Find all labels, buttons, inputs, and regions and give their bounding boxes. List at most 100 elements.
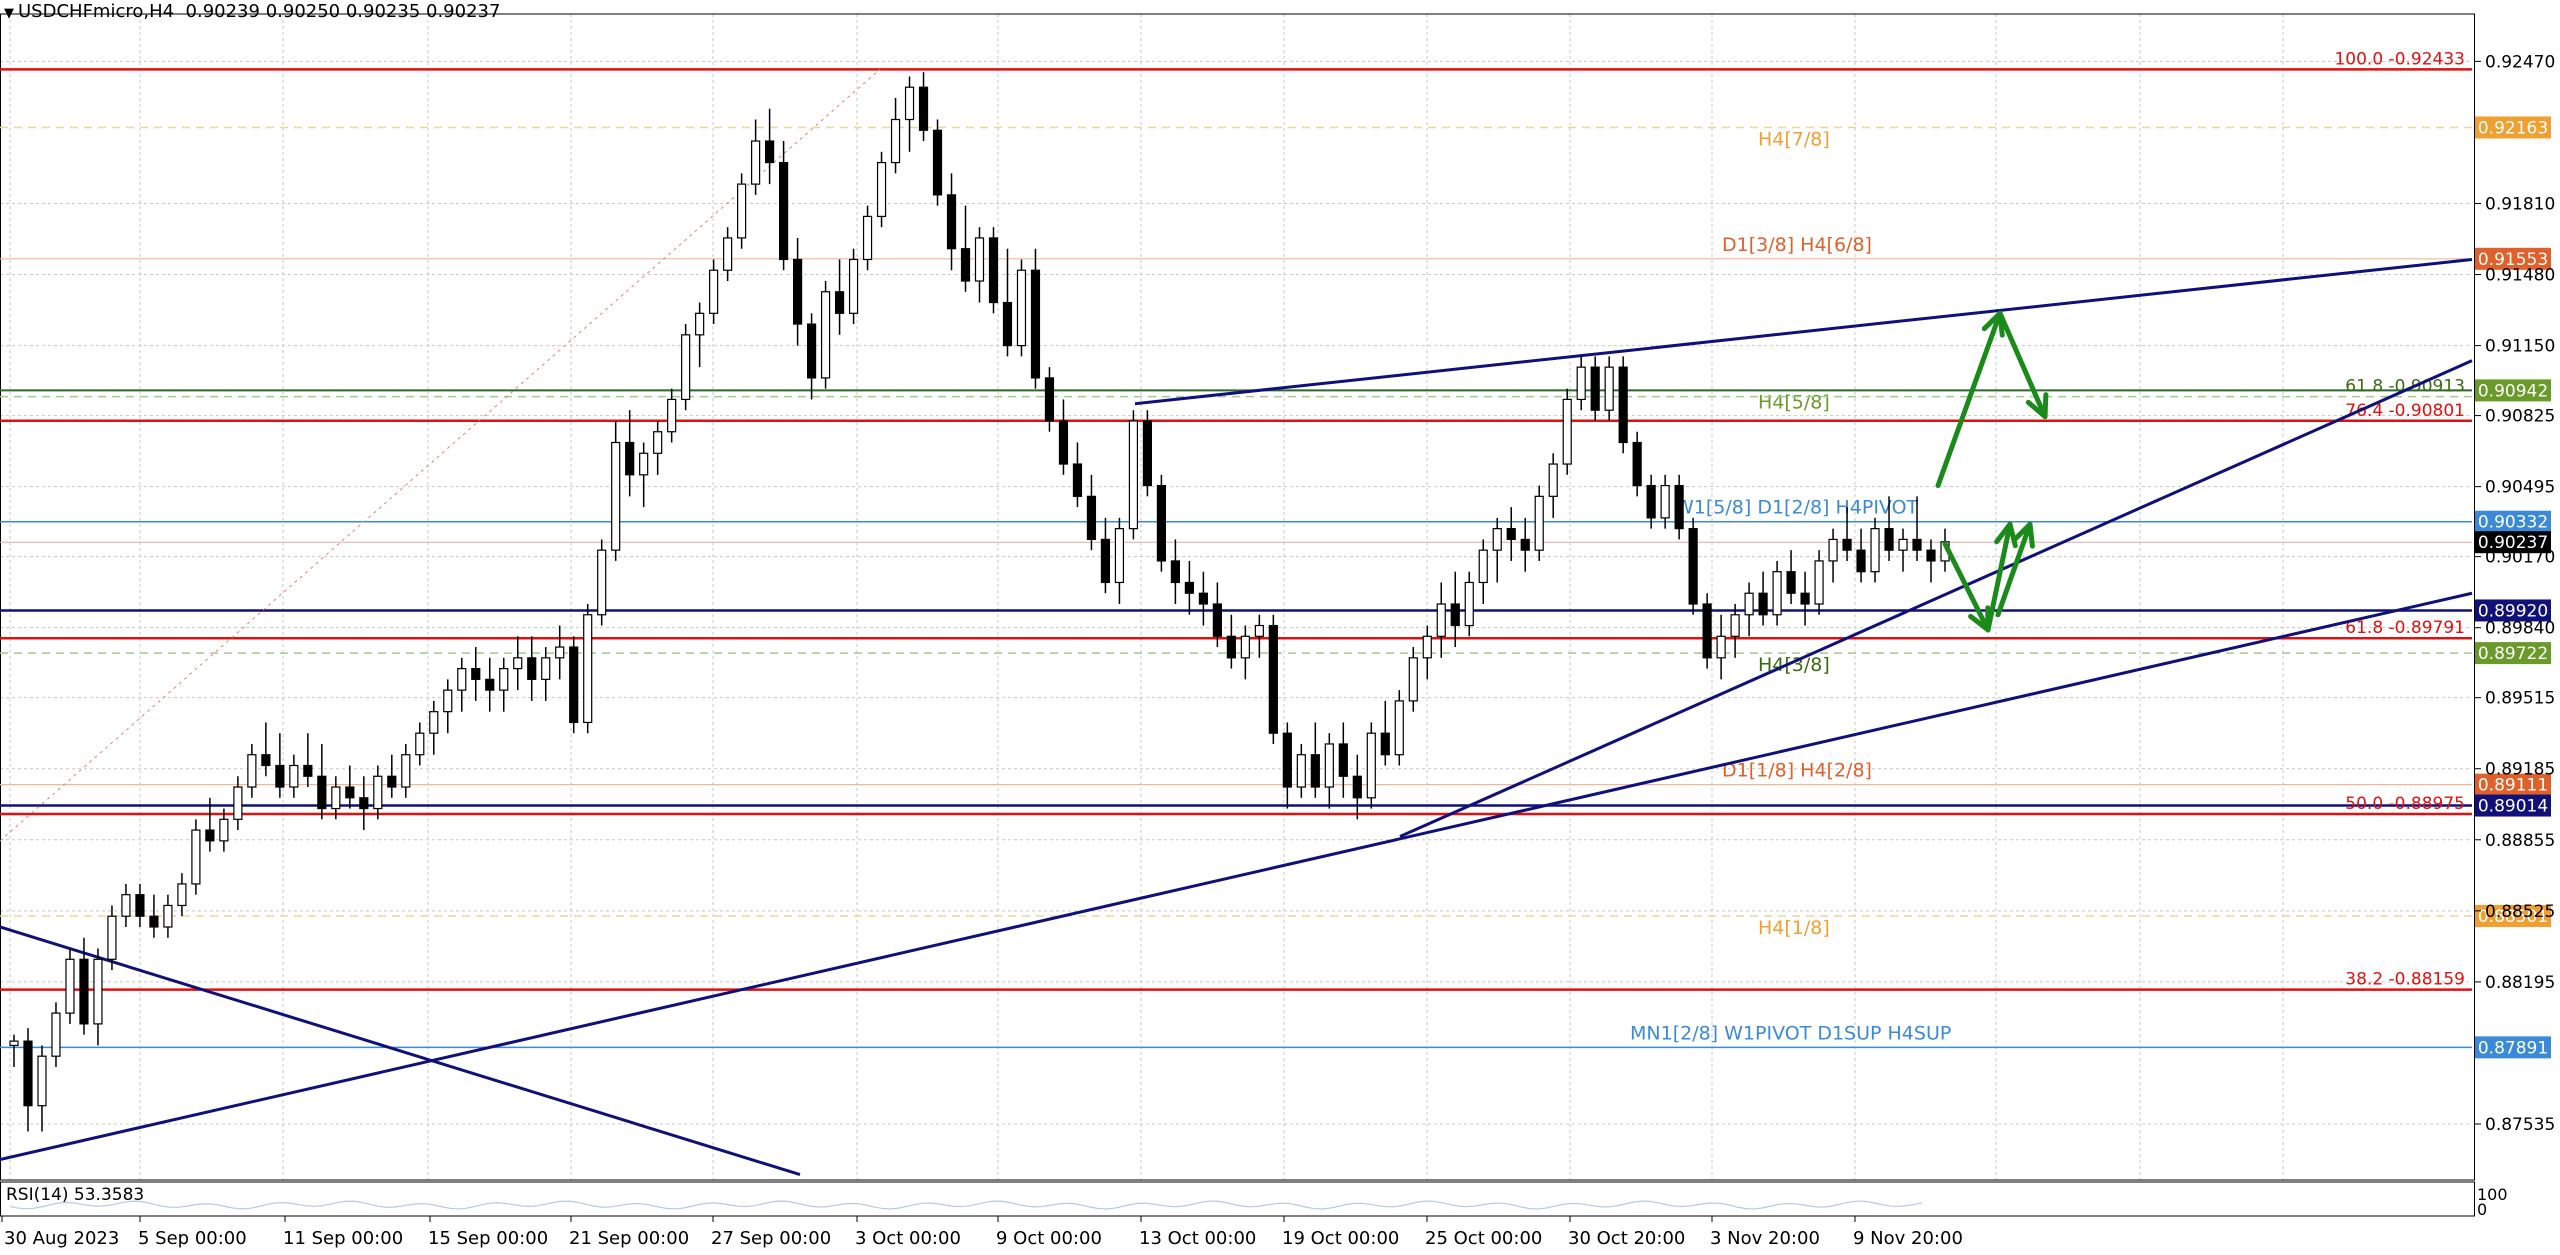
trendlines xyxy=(0,68,2473,1177)
candle xyxy=(597,539,607,626)
candle-body-bear xyxy=(23,1040,33,1107)
candle-body-bull xyxy=(597,549,607,616)
candle-body-bear xyxy=(1618,366,1628,444)
level-label: 76.4 -0.90801 xyxy=(2345,401,2465,421)
candle-body-bull xyxy=(555,646,565,659)
price-tag-bg xyxy=(2475,794,2551,817)
level-label: D1[1/8] H4[2/8] xyxy=(1722,760,1872,782)
candle-body-bull xyxy=(107,915,117,960)
candle xyxy=(1324,733,1334,809)
candle-body-bull xyxy=(583,614,593,724)
dropdown-triangle-icon[interactable]: ▼ xyxy=(4,6,14,21)
price-tick-label: 0.87535 xyxy=(2485,1115,2555,1135)
candle-body-bull xyxy=(1870,528,1880,573)
candle xyxy=(527,636,537,701)
candle xyxy=(1660,474,1670,529)
candle-body-bear xyxy=(359,797,369,810)
candle xyxy=(681,324,691,411)
candle-body-bear xyxy=(779,161,789,261)
candle xyxy=(1520,517,1530,572)
candle-body-bull xyxy=(443,689,453,713)
candle xyxy=(1506,507,1516,561)
price-tag: 0.87891 xyxy=(2475,1036,2551,1059)
candle-body-bull xyxy=(1548,463,1558,497)
candle-body-bull xyxy=(121,894,131,917)
candle xyxy=(960,205,971,292)
time-tick-label: 13 Oct 00:00 xyxy=(1139,1228,1256,1249)
candle-body-bull xyxy=(1408,657,1418,702)
price-tick-label: 0.88525 xyxy=(2485,902,2555,922)
candle-body-bull xyxy=(499,667,509,691)
symbol-header: ▼ USDCHFmicro,H4 0.90239 0.90250 0.90235 … xyxy=(4,1,500,22)
candle-body-bull xyxy=(653,431,663,454)
candle-body-bull xyxy=(611,441,621,551)
candle xyxy=(261,722,271,777)
candle-body-bull xyxy=(1254,624,1264,637)
candle-body-bull xyxy=(1660,484,1670,519)
candle-body-bull xyxy=(862,215,873,261)
candles xyxy=(9,72,1950,1132)
candle-body-bull xyxy=(331,786,341,810)
candle xyxy=(1618,356,1628,454)
price-tag: 0.92163 xyxy=(2475,116,2551,139)
candle xyxy=(1730,603,1740,658)
rsi-line xyxy=(9,1200,1923,1210)
candle-body-bear xyxy=(765,140,775,164)
candle xyxy=(1436,582,1446,658)
horizontal-levels: 100.0 -0.92433 H4[7/8] D1[3/8] H4[6/8] H4[5… xyxy=(0,49,2472,1049)
candle xyxy=(1884,496,1894,561)
time-tick-label: 11 Sep 00:00 xyxy=(283,1228,403,1249)
candle-body-bear xyxy=(1856,549,1866,573)
candle-body-bull xyxy=(247,754,257,788)
candle xyxy=(1170,539,1180,604)
candle xyxy=(1450,571,1460,648)
candle-body-bear xyxy=(988,237,999,304)
price-tag: 0.89014 xyxy=(2475,794,2551,817)
candle xyxy=(359,776,369,831)
price-tag-text: 0.90332 xyxy=(2478,513,2548,533)
candle-body-bull xyxy=(1114,528,1125,584)
candle xyxy=(513,636,523,691)
price-tag-text: 0.89111 xyxy=(2478,776,2548,796)
candle-body-bull xyxy=(1730,614,1740,637)
candle xyxy=(1422,625,1432,680)
price-tag: 0.88501 xyxy=(2475,905,2551,928)
level-label: 50.0 -0.88975 xyxy=(2345,794,2465,814)
candle-body-bear xyxy=(205,829,215,842)
candle-body-bull xyxy=(1324,743,1334,788)
price-tick-label: 0.92470 xyxy=(2485,52,2555,72)
candle-body-bull xyxy=(93,958,103,1025)
time-tick-label: 30 Aug 2023 xyxy=(4,1228,119,1249)
candle xyxy=(1548,453,1558,518)
arrow-head xyxy=(2011,521,2035,549)
candle-body-bear xyxy=(485,678,495,691)
candle xyxy=(1758,571,1768,626)
candle xyxy=(191,819,201,895)
candle xyxy=(1716,614,1726,680)
candle-body-bear xyxy=(1884,528,1894,551)
ohlc-values: 0.90239 0.90250 0.90235 0.90237 xyxy=(185,1,501,22)
candle xyxy=(1814,550,1824,615)
time-tick-label: 19 Oct 00:00 xyxy=(1282,1228,1399,1249)
time-tick-label: 21 Sep 00:00 xyxy=(569,1228,689,1249)
candle xyxy=(918,72,929,142)
candle-body-bull xyxy=(904,86,915,121)
candle xyxy=(1002,248,1013,357)
candle-body-bull xyxy=(1394,700,1404,756)
time-tick-label: 27 Sep 00:00 xyxy=(711,1228,831,1249)
candle-body-bear xyxy=(1352,775,1362,799)
candle xyxy=(37,1045,47,1132)
candle xyxy=(1100,517,1111,594)
level-label: 38.2 -0.88159 xyxy=(2345,970,2465,990)
level-label: 100.0 -0.92433 xyxy=(2334,49,2465,69)
candle-body-bear xyxy=(1380,732,1390,756)
price-tick-label: 0.91810 xyxy=(2485,194,2555,214)
candle xyxy=(415,722,425,766)
candle xyxy=(23,1028,33,1132)
candle-body-bear xyxy=(149,915,159,928)
level-label: W1[5/8] D1[2/8] H4PIVOT xyxy=(1675,497,1919,519)
candle-body-bear xyxy=(275,764,285,788)
candle xyxy=(806,313,817,400)
candle-body-bear xyxy=(1002,301,1013,347)
